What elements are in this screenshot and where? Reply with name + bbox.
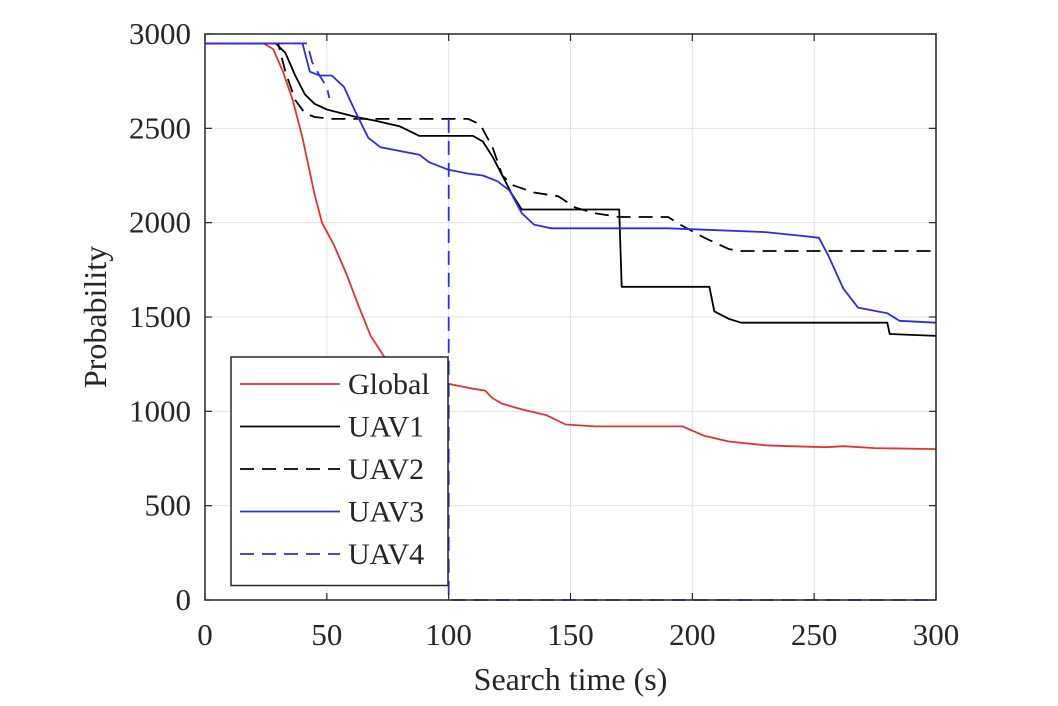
axis-ticks: 0 50 100 150 200 250 3000500100015002000250030… (129, 16, 959, 652)
legend-label-uav3: UAV3 (348, 496, 424, 529)
legend-label-uav1: UAV1 (348, 411, 424, 444)
y-tick-label: 3000 (129, 16, 191, 51)
y-tick-label: 500 (145, 488, 192, 523)
legend: Global UAV1 UAV2 UAV3 UAV4 (230, 356, 449, 587)
y-axis-label: Probability (77, 246, 113, 388)
legend-label-uav4: UAV4 (348, 538, 424, 571)
x-tick-label: 300 (913, 617, 960, 652)
x-tick-label: 100 (425, 617, 472, 652)
series-line-uav3 (205, 42, 937, 324)
legend-label-global: Global (348, 368, 430, 401)
legend-label-uav2: UAV2 (348, 453, 424, 486)
y-tick-label: 1000 (129, 393, 191, 428)
x-tick-label: 250 (791, 617, 838, 652)
x-tick-label: 150 (547, 617, 594, 652)
series-line-global (205, 42, 937, 450)
y-tick-label: 2000 (129, 205, 191, 240)
y-tick-label: 0 (176, 582, 192, 617)
y-tick-label: 2500 (129, 110, 191, 145)
x-tick-label: 200 (669, 617, 716, 652)
x-tick-label: 0 (197, 617, 213, 652)
legend-box (230, 356, 449, 587)
x-axis-label: Search time (s) (474, 661, 668, 697)
y-tick-label: 1500 (129, 299, 191, 334)
series-line-uav2 (205, 42, 936, 252)
x-tick-label: 50 (311, 617, 342, 652)
series-line-uav4 (205, 42, 331, 99)
series-line-uav1 (205, 42, 937, 337)
